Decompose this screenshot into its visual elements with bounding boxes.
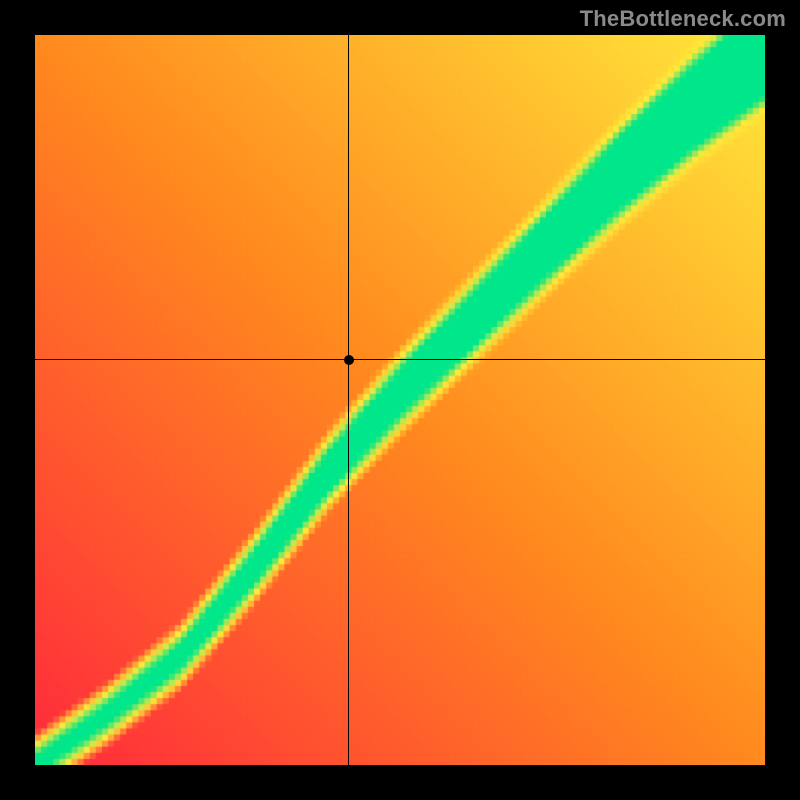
heatmap-canvas [35,35,765,765]
attribution-text: TheBottleneck.com [580,6,786,32]
crosshair-vertical [348,35,349,765]
crosshair-horizontal [35,359,765,360]
plot-area [35,35,765,765]
marker-dot [344,355,354,365]
